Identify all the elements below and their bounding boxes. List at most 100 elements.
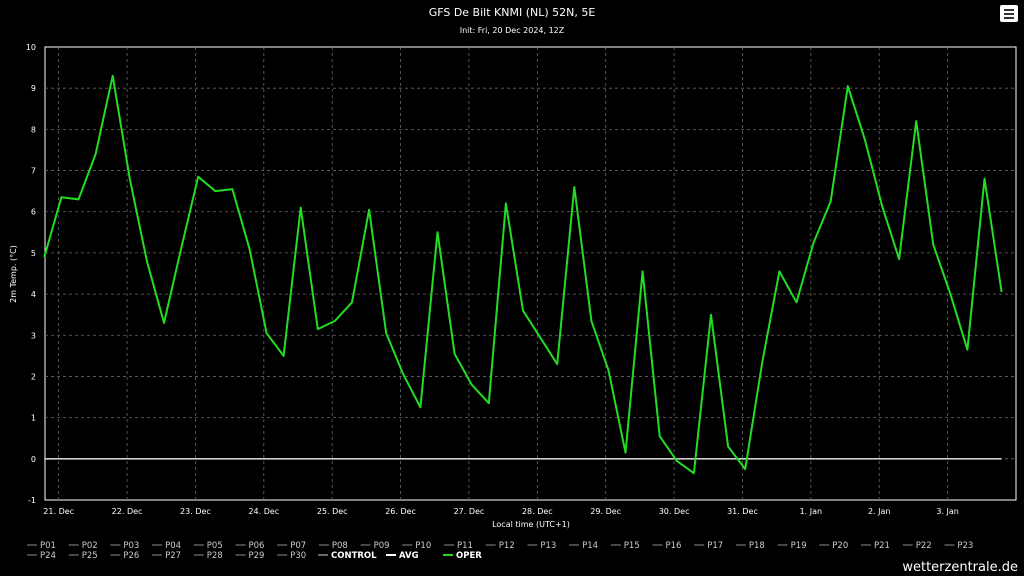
legend-label: P13 bbox=[540, 541, 556, 551]
x-tick-label: 30. Dec bbox=[659, 507, 690, 516]
legend-item-p15[interactable]: P15 bbox=[610, 541, 640, 551]
legend-item-p13[interactable]: P13 bbox=[527, 541, 556, 551]
y-tick-label: 9 bbox=[31, 84, 36, 93]
hamburger-menu-icon[interactable] bbox=[1000, 5, 1018, 22]
legend-item-p04[interactable]: P04 bbox=[152, 541, 181, 551]
legend-label: P27 bbox=[165, 551, 181, 561]
legend-label: P01 bbox=[40, 541, 56, 551]
legend-item-p05[interactable]: P05 bbox=[193, 541, 223, 551]
legend-item-p20[interactable]: P20 bbox=[819, 541, 848, 551]
y-tick-label: 5 bbox=[31, 249, 36, 258]
legend-label: P20 bbox=[832, 541, 848, 551]
legend-item-p30[interactable]: P30 bbox=[277, 551, 306, 561]
legend-label: P09 bbox=[374, 541, 390, 551]
series-line-oper bbox=[43, 74, 1003, 475]
legend-label: P24 bbox=[40, 551, 56, 561]
x-tick-label: 24. Dec bbox=[248, 507, 279, 516]
legend-item-p29[interactable]: P29 bbox=[235, 551, 265, 561]
x-tick-label: 26. Dec bbox=[385, 507, 416, 516]
x-tick-label: 31. Dec bbox=[727, 507, 758, 516]
legend-item-p26[interactable]: P26 bbox=[110, 551, 139, 561]
legend-item-oper[interactable]: OPER bbox=[443, 551, 482, 561]
legend-label: P11 bbox=[457, 541, 473, 551]
legend-item-p19[interactable]: P19 bbox=[777, 541, 807, 551]
legend-label: CONTROL bbox=[331, 551, 377, 561]
y-axis-ticks: -1 0 1 2 3 4 5 6 7 8 9 10 bbox=[26, 43, 36, 505]
y-tick-label: 3 bbox=[31, 331, 36, 340]
y-tick-label: 4 bbox=[31, 290, 36, 299]
legend-label: P30 bbox=[290, 551, 306, 561]
x-axis-label: Local time (UTC+1) bbox=[492, 520, 570, 529]
legend-item-p02[interactable]: P02 bbox=[68, 541, 98, 551]
y-axis-label: 2m Temp. (°C) bbox=[9, 245, 18, 303]
plot-area bbox=[44, 46, 1017, 501]
y-tick-label: 10 bbox=[26, 43, 36, 52]
legend-item-p12[interactable]: P12 bbox=[485, 541, 515, 551]
legend-label: P16 bbox=[666, 541, 682, 551]
legend-item-p25[interactable]: P25 bbox=[68, 551, 98, 561]
legend-label: P03 bbox=[123, 541, 139, 551]
legend-label: P07 bbox=[290, 541, 306, 551]
legend-item-p17[interactable]: P17 bbox=[694, 541, 723, 551]
x-axis-ticks: 21. Dec 22. Dec 23. Dec 24. Dec 25. Dec 26. D… bbox=[43, 507, 959, 516]
y-tick-label: -1 bbox=[28, 496, 36, 505]
legend-label: P18 bbox=[749, 541, 765, 551]
x-tick-label: 25. Dec bbox=[317, 507, 348, 516]
legend-item-p21[interactable]: P21 bbox=[861, 541, 890, 551]
legend-label: P22 bbox=[916, 541, 932, 551]
legend-label: P29 bbox=[249, 551, 265, 561]
chart-subtitle: Init: Fri, 20 Dec 2024, 12Z bbox=[460, 26, 565, 35]
legend-label: P25 bbox=[82, 551, 98, 561]
legend-item-p23[interactable]: P23 bbox=[944, 541, 973, 551]
x-tick-label: 27. Dec bbox=[454, 507, 485, 516]
legend-label: P21 bbox=[874, 541, 890, 551]
legend-label: OPER bbox=[456, 551, 482, 561]
legend-label: P14 bbox=[582, 541, 598, 551]
legend-label: P02 bbox=[82, 541, 98, 551]
legend-item-p18[interactable]: P18 bbox=[735, 541, 765, 551]
legend-label: AVG bbox=[399, 551, 419, 561]
legend-item-p28[interactable]: P28 bbox=[193, 551, 223, 561]
x-tick-label: 2. Jan bbox=[868, 507, 891, 516]
y-tick-label: 2 bbox=[31, 372, 36, 381]
legend-label: P26 bbox=[123, 551, 139, 561]
legend-item-control[interactable]: CONTROL bbox=[318, 551, 377, 561]
x-tick-label: 29. Dec bbox=[590, 507, 621, 516]
x-tick-label: 23. Dec bbox=[180, 507, 211, 516]
legend: P01 P02 P03 P04 P05 P06 P07 P08 P09 P10 P11 P12 P13 P… bbox=[27, 541, 973, 561]
legend-item-p06[interactable]: P06 bbox=[235, 541, 265, 551]
legend-item-p07[interactable]: P07 bbox=[277, 541, 306, 551]
legend-item-p27[interactable]: P27 bbox=[152, 551, 181, 561]
legend-item-p10[interactable]: P10 bbox=[402, 541, 431, 551]
legend-label: P15 bbox=[624, 541, 640, 551]
legend-label: P08 bbox=[332, 541, 348, 551]
legend-item-p11[interactable]: P11 bbox=[444, 541, 473, 551]
x-tick-label: 22. Dec bbox=[112, 507, 143, 516]
legend-item-p08[interactable]: P08 bbox=[318, 541, 348, 551]
credit-text: wetterzentrale.de bbox=[902, 560, 1018, 575]
y-tick-label: 8 bbox=[31, 125, 36, 134]
legend-item-avg[interactable]: AVG bbox=[386, 551, 419, 561]
legend-label: P23 bbox=[957, 541, 973, 551]
chart-title: GFS De Bilt KNMI (NL) 52N, 5E bbox=[429, 6, 596, 19]
legend-item-p14[interactable]: P14 bbox=[569, 541, 598, 551]
x-tick-label: 3. Jan bbox=[936, 507, 959, 516]
legend-label: P17 bbox=[707, 541, 723, 551]
grid bbox=[45, 47, 1016, 500]
legend-item-p16[interactable]: P16 bbox=[652, 541, 682, 551]
legend-label: P04 bbox=[165, 541, 181, 551]
legend-label: P06 bbox=[249, 541, 265, 551]
legend-item-p22[interactable]: P22 bbox=[902, 541, 932, 551]
plot-border bbox=[44, 46, 1017, 501]
legend-item-p03[interactable]: P03 bbox=[110, 541, 139, 551]
series-layer bbox=[43, 74, 1003, 475]
y-tick-label: 7 bbox=[31, 167, 36, 176]
y-tick-label: 6 bbox=[31, 208, 36, 217]
legend-item-p01[interactable]: P01 bbox=[27, 541, 56, 551]
x-tick-label: 28. Dec bbox=[522, 507, 553, 516]
y-tick-label: 1 bbox=[31, 414, 36, 423]
legend-item-p24[interactable]: P24 bbox=[27, 551, 56, 561]
legend-item-p09[interactable]: P09 bbox=[360, 541, 390, 551]
legend-label: P19 bbox=[791, 541, 807, 551]
